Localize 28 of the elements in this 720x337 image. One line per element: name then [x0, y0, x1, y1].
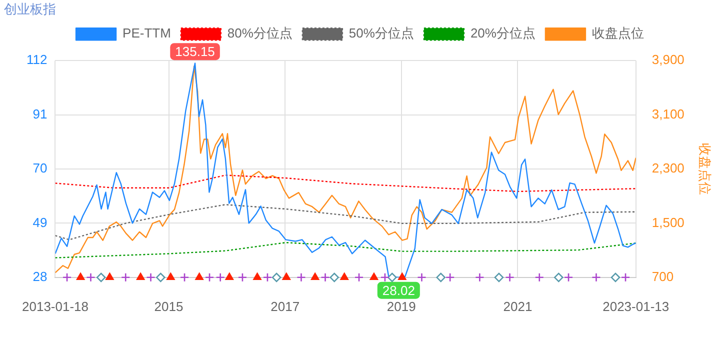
- line-series: [55, 204, 636, 240]
- x-tick-label: 2021: [503, 298, 532, 314]
- legend-label: 20%分位点: [470, 26, 536, 41]
- annotation: 135.15: [175, 44, 215, 60]
- y2-axis-title: 收盘点位: [698, 143, 713, 195]
- x-tick-label: 2013-01-18: [22, 298, 88, 314]
- y2-tick-label: 3,100: [652, 106, 684, 122]
- legend-label: PE-TTM: [122, 26, 171, 41]
- x-tick-label: 2015: [154, 298, 184, 314]
- legend-label: 50%分位点: [348, 26, 414, 41]
- y-tick-label: 28: [32, 268, 48, 284]
- x-tick-label: 2019: [386, 298, 416, 314]
- y2-tick-label: 1,500: [652, 214, 684, 230]
- y-tick-label: 49: [32, 214, 48, 230]
- y2-tick-label: 700: [652, 268, 674, 284]
- y2-tick-label: 3,900: [652, 52, 684, 68]
- y-tick-label: 112: [26, 52, 48, 68]
- legend-label: 80%分位点: [227, 26, 292, 41]
- y2-tick-label: 2,300: [652, 160, 684, 176]
- y-tick-label: 70: [32, 160, 48, 176]
- legend-label: 收盘点位: [592, 26, 644, 41]
- y-tick-label: 91: [32, 106, 48, 122]
- x-tick-label: 2017: [270, 298, 300, 314]
- chart-title: 创业板指: [4, 1, 56, 16]
- annotation: 28.02: [382, 282, 415, 298]
- line-series: [55, 174, 636, 192]
- line-series: [55, 242, 636, 258]
- x-tick-label: 2023-01-13: [602, 298, 670, 314]
